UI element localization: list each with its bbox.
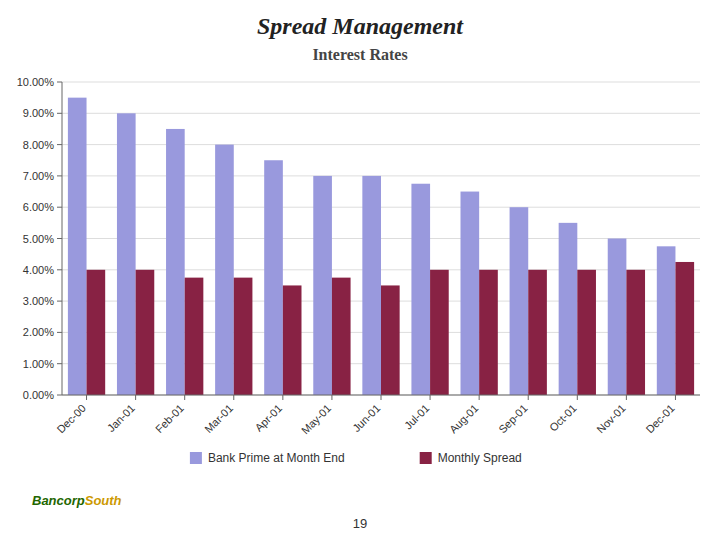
- tick-mark: [331, 395, 332, 400]
- tick-mark: [626, 395, 627, 400]
- bar: [136, 270, 155, 395]
- bar: [234, 278, 253, 395]
- y-tick-label: 7.00%: [23, 170, 54, 182]
- x-axis: Dec-00 Jan-01 Feb-01 Mar-01 Apr-01 May-01 Jun-…: [54, 395, 676, 436]
- tick-mark: [479, 395, 480, 400]
- x-tick-label: Mar-01: [202, 402, 235, 435]
- x-tick-label: Jun-01: [350, 402, 382, 434]
- subtitle: Interest Rates: [312, 46, 407, 63]
- tick-mark: [577, 395, 578, 400]
- bar: [411, 184, 430, 395]
- tick-mark: [57, 175, 62, 176]
- grid-line: [62, 82, 700, 83]
- tick-mark: [57, 363, 62, 364]
- x-tick-label: Sep-01: [496, 402, 530, 436]
- chart: Spread Management Interest Rates 0.00% 1.00…: [0, 0, 720, 540]
- y-tick-label: 9.00%: [23, 107, 54, 119]
- tick-mark: [86, 395, 87, 400]
- y-tick-label: 8.00%: [23, 139, 54, 151]
- bar: [283, 285, 302, 395]
- tick-mark: [184, 395, 185, 400]
- bar: [608, 239, 627, 396]
- bars: [68, 98, 694, 395]
- y-axis: 0.00% 1.00% 2.00% 3.00% 4.00% 5.00% 6.00% 7.00%…: [17, 76, 700, 401]
- y-tick-label: 1.00%: [23, 358, 54, 370]
- tick-mark: [430, 395, 431, 400]
- y-tick-label: 5.00%: [23, 233, 54, 245]
- x-tick-label: Aug-01: [447, 402, 481, 436]
- bar: [657, 246, 676, 395]
- bar: [577, 270, 596, 395]
- logo: BancorpSouth: [32, 493, 122, 508]
- y-axis-line: [62, 82, 63, 395]
- title: Spread Management: [257, 13, 464, 39]
- tick-mark: [675, 395, 676, 400]
- bar: [185, 278, 204, 395]
- bar: [479, 270, 498, 395]
- x-tick-label: Jan-01: [105, 402, 137, 434]
- tick-mark: [57, 269, 62, 270]
- tick-mark: [381, 395, 382, 400]
- bar: [559, 223, 578, 395]
- legend-label: Bank Prime at Month End: [208, 451, 345, 465]
- x-tick-label: Apr-01: [252, 402, 284, 434]
- y-tick-label: 0.00%: [23, 389, 54, 401]
- background: [0, 0, 720, 540]
- y-tick-label: 3.00%: [23, 295, 54, 307]
- tick-mark: [233, 395, 234, 400]
- x-tick-label: Nov-01: [594, 402, 628, 436]
- bar: [87, 270, 106, 395]
- grid-line: [62, 113, 700, 114]
- grid-line: [62, 144, 700, 145]
- x-tick-label: Dec-00: [54, 402, 88, 436]
- tick-mark: [57, 395, 62, 396]
- tick-mark: [282, 395, 283, 400]
- tick-mark: [57, 332, 62, 333]
- x-tick-label: Jul-01: [402, 402, 432, 432]
- bar: [381, 285, 400, 395]
- legend-swatch: [190, 452, 202, 464]
- bar: [68, 98, 87, 395]
- legend-label: Monthly Spread: [438, 451, 522, 465]
- y-tick-label: 10.00%: [17, 76, 55, 88]
- bar: [362, 176, 381, 395]
- bar: [215, 145, 234, 395]
- y-tick-label: 4.00%: [23, 264, 54, 276]
- bar: [117, 113, 136, 395]
- bar: [461, 192, 480, 395]
- bar: [332, 278, 351, 395]
- tick-mark: [57, 301, 62, 302]
- logo-part: South: [85, 493, 122, 508]
- tick-mark: [57, 144, 62, 145]
- tick-mark: [135, 395, 136, 400]
- bar: [675, 262, 694, 395]
- y-tick-label: 6.00%: [23, 201, 54, 213]
- y-tick-label: 2.00%: [23, 326, 54, 338]
- tick-mark: [528, 395, 529, 400]
- tick-mark: [57, 82, 62, 83]
- bar: [528, 270, 547, 395]
- x-tick-label: Dec-01: [643, 402, 677, 436]
- bar: [166, 129, 185, 395]
- bar: [510, 207, 529, 395]
- logo-part: Bancorp: [32, 493, 85, 508]
- bar: [264, 160, 283, 395]
- bar: [626, 270, 645, 395]
- x-tick-label: May-01: [299, 402, 333, 436]
- x-tick-label: Oct-01: [547, 402, 579, 434]
- bar: [430, 270, 449, 395]
- tick-mark: [57, 207, 62, 208]
- x-tick-label: Feb-01: [153, 402, 186, 435]
- bar: [313, 176, 332, 395]
- tick-mark: [57, 238, 62, 239]
- tick-mark: [57, 113, 62, 114]
- page-number: 19: [353, 516, 367, 531]
- legend-swatch: [420, 452, 432, 464]
- legend: Bank Prime at Month End Monthly Spread: [190, 451, 522, 465]
